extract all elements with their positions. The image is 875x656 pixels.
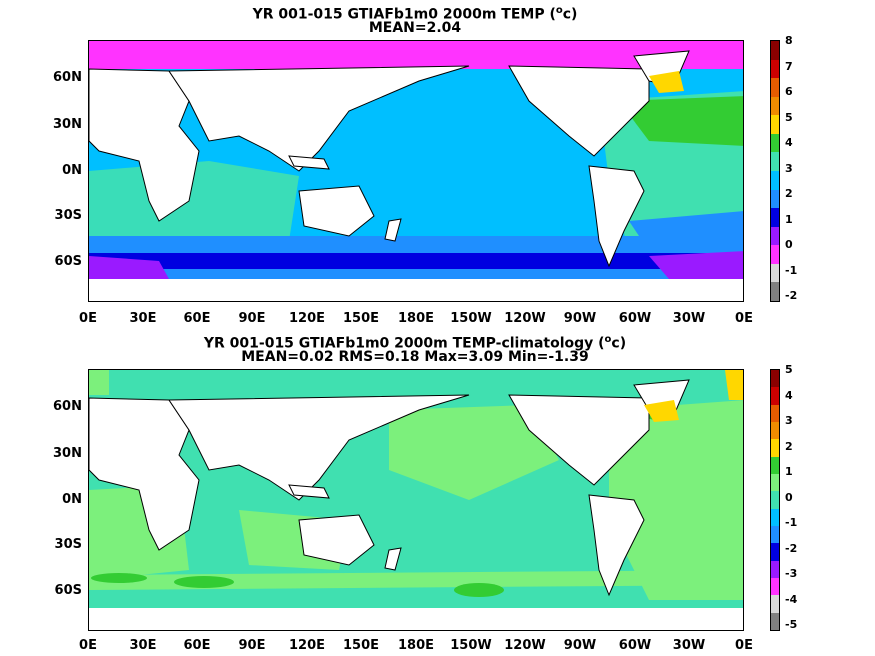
colorbar-swatch (771, 96, 779, 116)
lat-label: 60S (54, 254, 82, 269)
lon-label: 90E (238, 638, 266, 653)
colorbar-swatch (771, 133, 779, 153)
colorbar-label: -2 (785, 541, 798, 555)
colorbar-swatch (771, 456, 779, 474)
lat-label: 30N (53, 446, 82, 461)
lon-label: 0E (79, 311, 97, 326)
colorbar-label: -1 (785, 263, 798, 277)
colorbar-swatch (771, 595, 779, 613)
lat-label: 60N (53, 70, 82, 85)
colorbar-swatch (771, 189, 779, 209)
colorbar-swatch (771, 473, 779, 492)
lon-label: 120W (504, 311, 546, 326)
colorbar-label: 5 (785, 363, 793, 376)
colorbar-label: 4 (785, 388, 793, 402)
colorbar-swatch (771, 508, 779, 526)
colorbar-swatch (771, 115, 779, 134)
top-colorbar (770, 40, 780, 302)
colorbar-swatch (771, 543, 779, 561)
colorbar-swatch (771, 208, 779, 227)
lon-label: 0E (735, 638, 753, 653)
lon-label: 60E (183, 311, 211, 326)
lon-label: 180E (397, 638, 435, 653)
colorbar-label: 4 (785, 136, 793, 149)
lat-label: 0N (62, 163, 82, 178)
lat-label: 0N (62, 492, 82, 507)
colorbar-swatch (771, 59, 779, 79)
colorbar-label: 0 (785, 238, 793, 251)
colorbar-swatch (771, 78, 779, 97)
lon-label: 60E (183, 638, 211, 653)
colorbar-swatch (771, 170, 779, 190)
colorbar-swatch (771, 387, 779, 405)
colorbar-label: -3 (785, 567, 798, 580)
colorbar-swatch (771, 226, 779, 246)
colorbar-label: 7 (785, 59, 793, 73)
colorbar-label: -1 (785, 516, 798, 529)
lat-label: 30S (54, 537, 82, 552)
colorbar-label: 0 (785, 490, 793, 504)
top-map-stats: MEAN=2.04 (368, 20, 462, 36)
lon-label: 0E (79, 638, 97, 653)
lon-label: 150W (450, 311, 492, 326)
colorbar-label: -4 (785, 592, 798, 606)
colorbar-swatch (771, 404, 779, 422)
colorbar-swatch (771, 421, 779, 440)
colorbar-swatch (771, 41, 779, 60)
lat-label: 30S (54, 208, 82, 223)
lon-label: 150E (342, 638, 380, 653)
lon-label: 30E (129, 311, 157, 326)
lat-label: 60N (53, 399, 82, 414)
colorbar-label: 3 (785, 161, 793, 175)
lon-label: 30W (672, 638, 706, 653)
colorbar-label: 1 (785, 465, 793, 478)
colorbar-swatch (771, 439, 779, 457)
colorbar-label: 2 (785, 187, 793, 200)
lon-label: 90E (238, 311, 266, 326)
colorbar-swatch (771, 282, 779, 301)
colorbar-swatch (771, 245, 779, 264)
colorbar-label: 2 (785, 439, 793, 453)
lon-label: 30W (672, 311, 706, 326)
colorbar-swatch (771, 263, 779, 283)
colorbar-label: 6 (785, 85, 793, 98)
bottom-anomaly-map (88, 369, 744, 631)
lon-label: 60W (618, 638, 652, 653)
lon-label: 60W (618, 311, 652, 326)
colorbar-label: -2 (785, 289, 798, 302)
top-map-title: YR 001-015 GTIAFb1m0 2000m TEMP (oc) (252, 5, 578, 23)
colorbar-swatch (771, 370, 779, 388)
top-temperature-map (88, 40, 744, 302)
lat-label: 60S (54, 583, 82, 598)
colorbar-swatch (771, 491, 779, 509)
lon-label: 30E (129, 638, 157, 653)
colorbar-swatch (771, 525, 779, 544)
lon-label: 90W (563, 311, 597, 326)
colorbar-label: 1 (785, 212, 793, 226)
lon-label: 150W (450, 638, 492, 653)
lon-label: 180E (397, 311, 435, 326)
colorbar-swatch (771, 152, 779, 171)
colorbar-swatch (771, 577, 779, 596)
colorbar-swatch (771, 560, 779, 578)
lon-label: 120E (288, 638, 326, 653)
lat-label: 30N (53, 117, 82, 132)
colorbar-label: 8 (785, 34, 793, 47)
lon-label: 120W (504, 638, 546, 653)
bottom-map-title: YR 001-015 GTIAFb1m0 2000m TEMP-climatol… (203, 334, 627, 352)
lon-label: 150E (342, 311, 380, 326)
colorbar-swatch (771, 612, 779, 630)
colorbar-label: -5 (785, 618, 798, 631)
lon-label: 90W (563, 638, 597, 653)
colorbar-label: 5 (785, 110, 793, 124)
lon-label: 0E (735, 311, 753, 326)
lon-label: 120E (288, 311, 326, 326)
bottom-colorbar (770, 369, 780, 631)
bottom-map-stats: MEAN=0.02 RMS=0.18 Max=3.09 Min=-1.39 (241, 349, 589, 365)
colorbar-label: 3 (785, 414, 793, 427)
